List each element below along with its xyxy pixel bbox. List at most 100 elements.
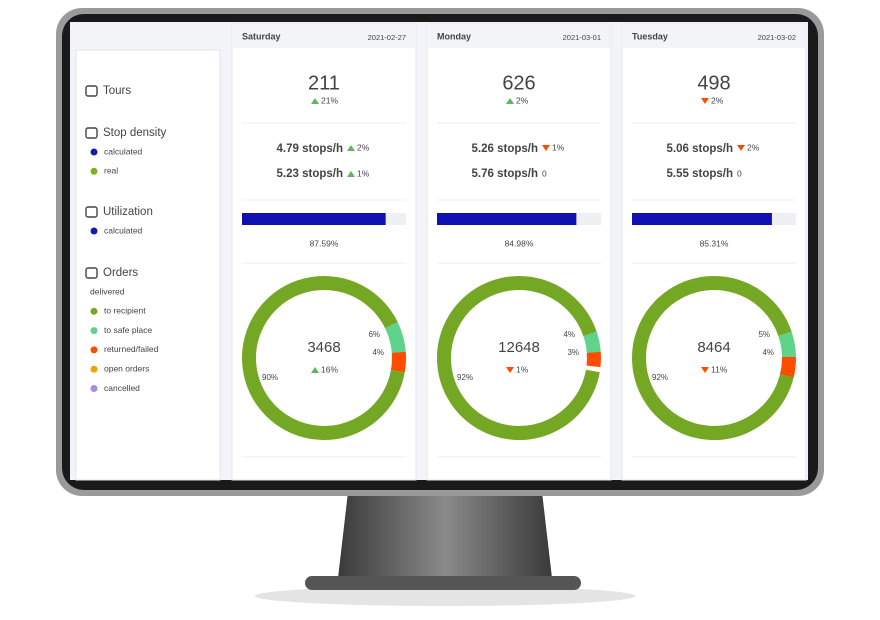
change-label: 1% — [516, 364, 529, 374]
tours-value: 498 — [697, 72, 730, 94]
stops-calculated: 5.06 stops/h — [667, 143, 733, 155]
change-label: 2% — [516, 95, 529, 105]
legend-dot — [90, 365, 98, 373]
utilization-bar — [242, 213, 386, 225]
donut-segment — [632, 276, 795, 440]
column-header — [427, 24, 611, 48]
donut-segment — [390, 351, 406, 373]
section-icon — [85, 127, 98, 139]
arrow-up — [506, 98, 514, 104]
stand-base — [305, 576, 581, 590]
legend-label: cancelled — [104, 383, 140, 393]
day: Tuesday — [632, 31, 668, 41]
stops-calculated: 5.26 stops/h — [472, 143, 538, 155]
column-header — [232, 24, 416, 48]
donut-segment — [437, 276, 600, 440]
date: 2021-02-27 — [368, 33, 406, 42]
change-label: 2% — [747, 142, 760, 152]
section-icon — [85, 206, 98, 218]
change-label: 2% — [357, 142, 370, 152]
date: 2021-03-01 — [563, 33, 601, 42]
tours-value: 626 — [502, 72, 535, 94]
segment-label: 92% — [652, 373, 668, 382]
tours-value: 211 — [308, 72, 340, 94]
arrow-down — [737, 145, 745, 151]
legend-dot — [90, 346, 98, 354]
arrow-up — [347, 171, 355, 177]
change-label: 0 — [737, 168, 742, 178]
legend-label: returned/failed — [104, 344, 159, 354]
legend-label: to recipient — [104, 306, 146, 316]
date: 2021-03-02 — [758, 33, 796, 42]
arrow-up — [347, 145, 355, 151]
legend-label: calculated — [104, 225, 143, 235]
section-title: Utilization — [103, 206, 153, 218]
change-label: 11% — [711, 364, 728, 374]
arrow-down — [506, 367, 514, 373]
change-label: 21% — [321, 95, 338, 105]
stops-real: 5.55 stops/h — [667, 168, 733, 180]
utilization-bar — [437, 213, 577, 225]
legend-label: to safe place — [104, 325, 152, 335]
stops-real: 5.23 stops/h — [277, 168, 343, 180]
donut-segment — [384, 322, 406, 354]
section-title: Stop density — [103, 127, 167, 139]
orders-value: 3468 — [307, 339, 340, 356]
segment-label: 90% — [262, 373, 278, 382]
utilization-label: 85.31% — [700, 238, 729, 248]
change-label: 16% — [321, 364, 338, 374]
column-header — [622, 24, 806, 48]
segment-label: 92% — [457, 373, 473, 382]
segment-label: 6% — [368, 330, 380, 339]
donut-segment — [583, 331, 601, 353]
section-title: Orders — [103, 267, 138, 279]
donut-segment — [778, 331, 796, 358]
stops-calculated: 4.79 stops/h — [277, 143, 343, 155]
change-label: 1% — [357, 168, 370, 178]
section-title: Tours — [103, 85, 131, 97]
legend-dot — [90, 227, 98, 235]
legend-label: real — [104, 166, 118, 176]
segment-label: 5% — [758, 330, 770, 339]
legend-dot — [90, 167, 98, 175]
day: Monday — [437, 31, 471, 41]
orders-value: 12648 — [498, 339, 540, 356]
orders-value: 8464 — [697, 339, 730, 356]
day: Saturday — [242, 31, 281, 41]
donut-segment — [242, 276, 405, 440]
segment-label: 4% — [563, 330, 575, 339]
change-label: 1% — [552, 142, 565, 152]
donut-segment — [780, 356, 796, 378]
sidebar — [75, 49, 221, 481]
change-label: 0 — [542, 168, 547, 178]
segment-label: 4% — [762, 348, 774, 357]
change-label: 2% — [711, 95, 724, 105]
utilization-label: 84.98% — [505, 238, 534, 248]
stand-neck — [338, 492, 552, 578]
arrow-down — [701, 367, 709, 373]
segment-label: 4% — [372, 348, 384, 357]
arrow-up — [311, 367, 319, 373]
section-icon — [85, 267, 98, 279]
stops-real: 5.76 stops/h — [472, 168, 538, 180]
legend-label: open orders — [104, 363, 149, 373]
legend-dot — [90, 307, 98, 315]
utilization-label: 87.59% — [310, 238, 339, 248]
section-icon — [85, 85, 98, 97]
segment-label: 3% — [567, 348, 579, 357]
arrow-down — [542, 145, 550, 151]
arrow-down — [701, 98, 709, 104]
sidebar-content: Tours Stop density calculated real Utilizati… — [85, 85, 167, 393]
legend-label: calculated — [104, 146, 143, 156]
legend-dot — [90, 327, 98, 335]
legend-dot — [90, 148, 98, 156]
legend-dot — [90, 385, 98, 392]
section-subtitle: delivered — [90, 286, 125, 296]
arrow-up — [311, 98, 319, 104]
